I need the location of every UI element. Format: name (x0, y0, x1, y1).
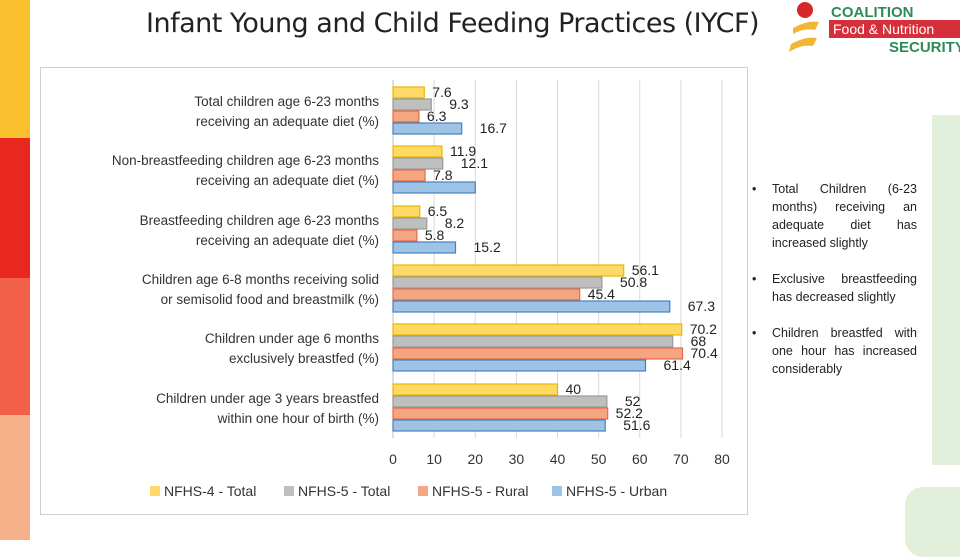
x-tick-label: 50 (591, 451, 607, 467)
legend-label: NFHS-5 - Urban (566, 483, 667, 499)
data-label: 52.2 (616, 405, 643, 421)
bar (392, 241, 457, 254)
data-label: 6.3 (427, 108, 447, 124)
bar (392, 395, 608, 408)
svg-text:COALITION: COALITION (831, 4, 914, 21)
bar (392, 98, 432, 111)
data-label: 11.9 (450, 143, 476, 159)
data-label: 67.3 (688, 298, 715, 314)
legend-label: NFHS-4 - Total (164, 483, 256, 499)
legend-swatch (552, 486, 562, 496)
category-label: Children age 6-8 months receiving solid (142, 272, 379, 287)
bar (392, 276, 603, 289)
note-item: Exclusive breastfeeding has decreased sl… (752, 270, 917, 306)
bar (392, 169, 426, 182)
bar (392, 122, 463, 135)
legend-swatch (150, 486, 160, 496)
page-title: Infant Young and Child Feeding Practices… (146, 8, 760, 39)
data-label: 5.8 (425, 227, 445, 243)
bar-chart: 0 10 20 30 40 50 60 70 80 Total children age 6-23… (112, 80, 730, 499)
svg-text:SECURITY: SECURITY (889, 39, 960, 56)
bar (392, 300, 671, 313)
bar (392, 86, 425, 99)
bar (392, 383, 559, 396)
data-label: 40 (566, 381, 582, 397)
data-label: 12.1 (461, 155, 488, 171)
x-tick-label: 0 (389, 451, 397, 467)
bar (392, 264, 625, 277)
bar (392, 335, 674, 348)
data-label: 51.6 (623, 417, 650, 433)
bar (392, 288, 581, 301)
stripe-red (0, 138, 30, 278)
data-label: 6.5 (428, 203, 448, 219)
notes: Total Children (6-23 months) receiving a… (752, 180, 917, 396)
legend-swatch (418, 486, 428, 496)
category-label: within one hour of birth (%) (217, 411, 379, 426)
note-item: Total Children (6-23 months) receiving a… (752, 180, 917, 252)
data-label: 7.6 (432, 84, 452, 100)
svg-text:Food & Nutrition: Food & Nutrition (833, 21, 934, 37)
data-label: 45.4 (588, 286, 615, 302)
data-label: 16.7 (480, 120, 507, 136)
data-label: 50.8 (620, 274, 647, 290)
data-label: 52 (625, 393, 641, 409)
side-panel (932, 115, 960, 465)
legend-swatch (284, 486, 294, 496)
bar (392, 407, 609, 420)
bar (392, 145, 443, 158)
bar (392, 181, 476, 194)
data-label: 70.4 (691, 345, 718, 361)
chart-frame (40, 67, 748, 515)
bar (392, 217, 428, 230)
category-label: Breastfeeding children age 6-23 months (140, 213, 380, 228)
x-tick-label: 30 (509, 451, 525, 467)
category-label: or semisolid food and breastmilk (%) (161, 292, 379, 307)
stripe-orange (0, 278, 30, 415)
bar (392, 419, 606, 432)
category-label: Children under age 3 years breastfed (156, 391, 379, 406)
category-label: Non-breastfeeding children age 6-23 mont… (112, 153, 379, 168)
category-label: receiving an adequate diet (%) (196, 114, 379, 129)
bar (392, 110, 420, 123)
bar (392, 229, 418, 242)
data-label: 70.2 (690, 321, 717, 337)
data-label: 68 (691, 333, 707, 349)
note-item: Children breastfed with one hour has inc… (752, 324, 917, 378)
x-tick-label: 20 (467, 451, 483, 467)
x-tick-label: 80 (714, 451, 730, 467)
bar (392, 359, 647, 372)
x-tick-label: 40 (550, 451, 566, 467)
stripe-yellow (0, 0, 30, 138)
bar (392, 205, 421, 218)
bar (392, 157, 444, 170)
data-label: 9.3 (449, 96, 469, 112)
data-label: 15.2 (474, 239, 501, 255)
data-label: 8.2 (445, 215, 465, 231)
category-label: receiving an adequate diet (%) (196, 233, 379, 248)
data-label: 7.8 (433, 167, 453, 183)
category-label: Total children age 6-23 months (194, 94, 379, 109)
legend-label: NFHS-5 - Total (298, 483, 390, 499)
legend-label: NFHS-5 - Rural (432, 483, 528, 499)
category-label: exclusively breastfed (%) (229, 351, 379, 366)
x-tick-label: 60 (632, 451, 648, 467)
stripe-peach (0, 415, 30, 540)
bar (392, 323, 683, 336)
category-label: receiving an adequate diet (%) (196, 173, 379, 188)
x-tick-label: 70 (673, 451, 689, 467)
data-label: 61.4 (664, 357, 691, 373)
x-tick-label: 10 (426, 451, 442, 467)
bar (392, 347, 684, 360)
data-label: 56.1 (632, 262, 659, 278)
logo: COALITION Food & Nutrition SECURITY (789, 2, 960, 56)
category-label: Children under age 6 months (205, 331, 379, 346)
